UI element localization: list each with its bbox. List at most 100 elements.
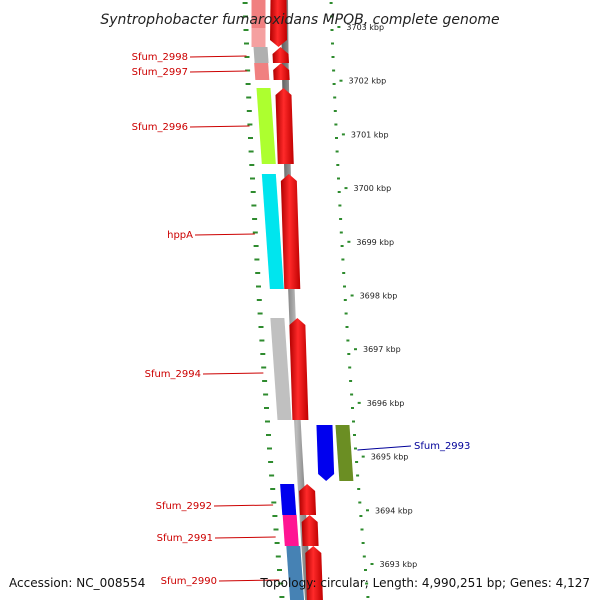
track-dot [337,177,340,180]
track-dot [349,380,353,382]
tick-mark [350,294,354,297]
tick-mark [337,26,341,28]
tick-mark [357,401,361,404]
tick-mark [341,133,345,136]
gene-label[interactable]: hppA [167,230,193,241]
track-dot [263,393,269,396]
gene-label[interactable]: Sfum_2997 [132,67,188,78]
track-dot [343,285,346,288]
cds-fragment [270,0,287,47]
track-dot [273,528,279,531]
track-dot [339,218,343,220]
label-leader [194,233,255,236]
track-dot [348,366,352,369]
gene-sfum_2991[interactable] [282,515,319,546]
gene-box [282,515,299,546]
kbp-tick-label: 3694 kbp [375,506,413,515]
track-dot [339,231,343,234]
gene-sfum_2992[interactable] [280,484,317,515]
track-dot [267,447,272,450]
track-dot [266,434,271,436]
track-dot [332,83,336,85]
label-leader [202,372,264,375]
gene-hppa[interactable] [261,174,301,289]
track-dot [249,164,255,166]
gene-label[interactable]: Sfum_2991 [157,533,213,544]
label-leader [357,445,412,451]
gene-label[interactable]: Sfum_2992 [156,501,212,512]
gene-sfum_2994[interactable] [270,318,309,420]
kbp-tick-label: 3701 kbp [351,130,389,139]
kbp-ticks: 3703 kbp 3702 kbp 3701 kbp 3700 kbp 3699 kbp… [337,23,417,569]
gene-box [253,47,269,63]
track-dot [262,380,268,382]
gene-box [256,88,276,164]
track-dot [336,164,340,166]
gene-label[interactable]: Sfum_2994 [145,369,201,380]
track-dot [278,582,284,585]
track-dot [269,474,275,477]
track-dot [347,353,351,355]
gene-label[interactable]: Sfum_2993 [414,441,470,452]
gene-sfum_2997[interactable] [254,63,290,80]
cds-arrow [289,318,309,420]
label-leader [214,536,276,539]
label-leader [213,504,274,507]
gene-sfum_2998[interactable] [253,47,289,63]
track-dot [356,474,360,477]
track-dot [335,137,338,139]
track-dot [248,150,254,153]
track-dot [244,56,250,58]
track-dot [257,312,263,315]
gene-features [251,0,354,600]
track-dot [355,461,359,463]
track-dot [362,555,366,558]
track-dot [350,393,354,396]
gene-box [335,425,354,481]
track-dot [359,515,363,517]
gene-sfum_2996[interactable] [256,88,294,164]
track-dot [334,123,338,126]
kbp-tick-label: 3695 kbp [371,453,409,462]
gene-label[interactable]: Sfum_2998 [132,52,188,63]
label-leader [218,579,280,582]
track-dot [250,177,255,180]
gene-fragment-box-lower [251,28,266,47]
track-dot [252,218,258,220]
track-dot [253,245,259,247]
track-dot [340,245,344,247]
track-dot [352,420,355,423]
track-dot [330,29,334,31]
track-dot [244,42,249,45]
cds-arrow [273,63,290,80]
tick-mark [354,348,357,351]
track-dot [279,596,285,598]
track-dot [243,15,248,18]
track-dot [357,488,361,490]
track-dot [346,339,350,342]
track-dot [245,69,251,72]
label-leader [189,70,248,73]
track-dot [250,191,256,193]
track-dot [335,150,339,153]
track-dot [345,326,349,328]
track-dot [268,461,274,463]
tick-mark [361,455,365,458]
topology-text: Topology: circular; Length: 4,990,251 bp… [259,576,590,590]
track-dot [354,447,357,450]
kbp-tick-label: 3697 kbp [363,345,401,354]
gene-sfum_2993[interactable] [316,425,354,481]
gene-labels: Sfum_2998 Sfum_2997 Sfum_2996 hppA Sfum_2994… [132,52,471,587]
gene-box [270,318,292,420]
gene-sfum_2990[interactable] [286,546,323,600]
track-dot [264,407,269,409]
track-dot [331,42,334,45]
track-dot [329,2,333,4]
right-dotted-track [329,2,370,598]
tick-mark [366,509,369,512]
gene-label[interactable]: Sfum_2996 [132,122,188,133]
accession-text: Accession: NC_008554 [9,576,145,590]
track-dot [337,191,341,193]
gene-label[interactable]: Sfum_2990 [161,576,217,587]
